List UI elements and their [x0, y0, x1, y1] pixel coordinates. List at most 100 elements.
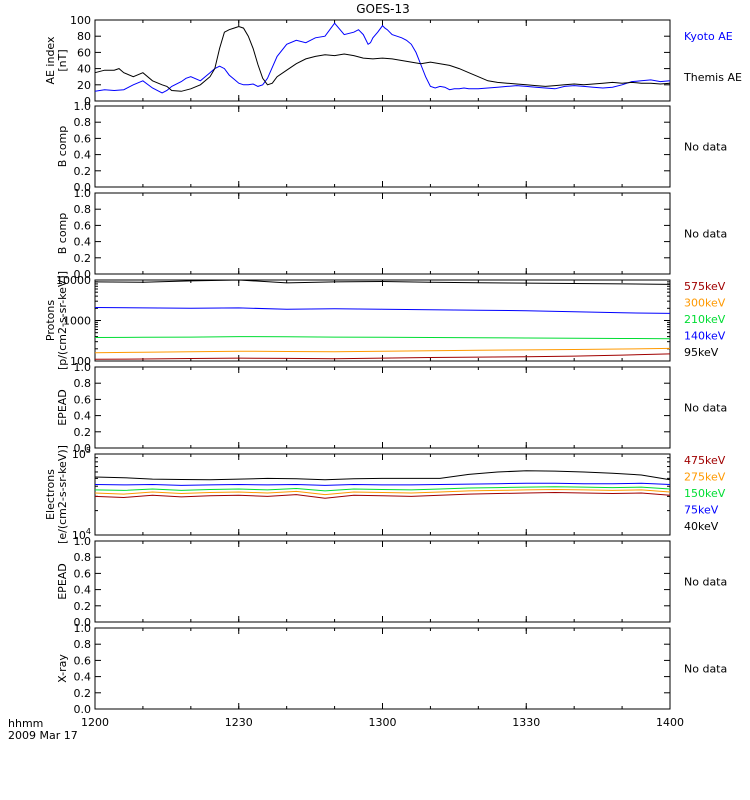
series-line-210kev [94, 336, 671, 340]
series-line-575kev [94, 353, 671, 360]
legend-label: 150keV [684, 487, 726, 500]
no-data-label: No data [684, 576, 727, 589]
y-axis-label: EPEAD [56, 389, 69, 426]
y-tick-label: 80 [77, 30, 91, 43]
y-tick-label: 0.4 [74, 671, 92, 684]
y-tick-label: 100 [70, 355, 91, 368]
series-line-95kev [94, 279, 671, 285]
panel-b-comp-2: 0.0 0.2 0.4 0.6 0.8 1.0 B comp No data [56, 187, 727, 281]
y-tick-label: 0.4 [74, 236, 92, 249]
series-line-40kev [94, 470, 671, 481]
legend-label: 475keV [684, 454, 726, 467]
legend-label: 300keV [684, 297, 726, 310]
y-tick-label: 0.0 [74, 442, 92, 455]
panel-frame [94, 192, 671, 275]
y-tick-label: 104 [72, 527, 91, 542]
y-tick-label: 1.0 [74, 622, 92, 635]
y-axis-label: EPEAD [56, 563, 69, 600]
y-tick-label: 105 [72, 446, 91, 461]
panel-epead-2: 0.0 0.2 0.4 0.6 0.8 1.0 EPEAD No data [56, 535, 727, 629]
y-tick-label: 0.2 [74, 426, 92, 439]
y-axis-label: [p/(cm2-s-sr-keV)] [56, 271, 69, 370]
y-tick-label: 1.0 [74, 100, 92, 113]
panel-frame [94, 540, 671, 623]
x-tick-label: 1400 [656, 716, 684, 729]
series-line-475kev [94, 491, 671, 499]
y-tick-label: 0 [84, 95, 91, 108]
panel-frame [94, 366, 671, 449]
panel-b-comp-1: 0.0 0.2 0.4 0.6 0.8 1.0 B comp No data [56, 100, 727, 194]
chart-title: GOES-13 [356, 2, 410, 16]
series-line-themis-ae [94, 25, 671, 92]
y-tick-label: 0.8 [74, 203, 92, 216]
legend-label: 575keV [684, 280, 726, 293]
y-tick-label: 0.2 [74, 600, 92, 613]
x-tick-label: 1300 [369, 716, 397, 729]
x-tick-label: 1230 [225, 716, 253, 729]
legend-label: 95keV [684, 346, 719, 359]
y-tick-label: 0.0 [74, 181, 92, 194]
y-tick-label: 0.8 [74, 116, 92, 129]
y-axis-label: Electrons [44, 469, 57, 520]
y-tick-label: 60 [77, 46, 91, 59]
x-tick-label: 1330 [512, 716, 540, 729]
date-label: 2009 Mar 17 [8, 729, 78, 742]
series-line-kyoto-ae [94, 22, 671, 94]
y-tick-label: 0.6 [74, 219, 92, 232]
y-tick-label: 10000 [56, 274, 91, 287]
y-tick-label: 0.8 [74, 638, 92, 651]
y-tick-label: 1000 [63, 315, 91, 328]
y-tick-label: 0.4 [74, 149, 92, 162]
y-tick-label: 20 [77, 79, 91, 92]
series-line-150kev [94, 486, 671, 492]
series-line-75kev [94, 482, 671, 486]
y-axis-label: [nT] [56, 49, 69, 71]
time-axis-label: hhmm [8, 717, 43, 730]
y-tick-label: 1.0 [74, 361, 92, 374]
y-tick-label: 0.8 [74, 551, 92, 564]
y-tick-label: 1.0 [74, 187, 92, 200]
panel-protons: 100 1000 10000 Protons [p/(cm2-s-sr-keV)] 575… [44, 271, 726, 370]
no-data-label: No data [684, 141, 727, 154]
x-tick-label: 1200 [81, 716, 109, 729]
y-axis-label: B comp [56, 213, 69, 255]
no-data-label: No data [684, 663, 727, 676]
no-data-label: No data [684, 228, 727, 241]
y-tick-label: 0.8 [74, 377, 92, 390]
legend-label: Kyoto AE [684, 30, 733, 43]
panel-electrons: 104 105 Electrons [e/(cm2-s-sr-keV)] 475keV 2… [44, 445, 726, 544]
legend-label: 75keV [684, 504, 719, 517]
y-tick-label: 0.0 [74, 268, 92, 281]
y-tick-label: 0.6 [74, 654, 92, 667]
panels-group: 0 20 40 60 80 100 AE index [nT] Kyoto AE Themis A… [44, 14, 742, 729]
panel-ae: 0 20 40 60 80 100 AE index [nT] Kyoto AE Themis A… [44, 14, 742, 108]
panel-epead-1: 0.0 0.2 0.4 0.6 0.8 1.0 EPEAD No data [56, 361, 727, 455]
series-line-275kev [94, 488, 671, 496]
y-tick-label: 0.4 [74, 584, 92, 597]
y-tick-label: 100 [70, 14, 91, 27]
y-axis-label: [e/(cm2-s-sr-keV)] [56, 445, 69, 544]
y-tick-label: 0.2 [74, 165, 92, 178]
y-tick-label: 0.6 [74, 393, 92, 406]
panel-x-ray: 0.0 0.2 0.4 0.6 0.8 1.0 X-ray No data [56, 622, 727, 716]
panel-frame [94, 627, 671, 710]
y-axis-label: X-ray [56, 654, 69, 683]
y-axis-label: B comp [56, 126, 69, 168]
legend-label: Themis AE [683, 71, 742, 84]
panel-frame [94, 19, 671, 102]
y-tick-label: 1.0 [74, 535, 92, 548]
series-line-140kev [94, 307, 671, 314]
y-axis-label: Protons [44, 300, 57, 341]
y-tick-label: 0.0 [74, 703, 92, 716]
y-tick-label: 0.4 [74, 410, 92, 423]
panel-frame [94, 453, 671, 536]
panel-frame [94, 279, 671, 362]
y-tick-label: 0.6 [74, 567, 92, 580]
legend-label: 210keV [684, 313, 726, 326]
series-line-300kev [94, 347, 671, 354]
no-data-label: No data [684, 402, 727, 415]
panel-frame [94, 105, 671, 188]
legend-label: 275keV [684, 471, 726, 484]
